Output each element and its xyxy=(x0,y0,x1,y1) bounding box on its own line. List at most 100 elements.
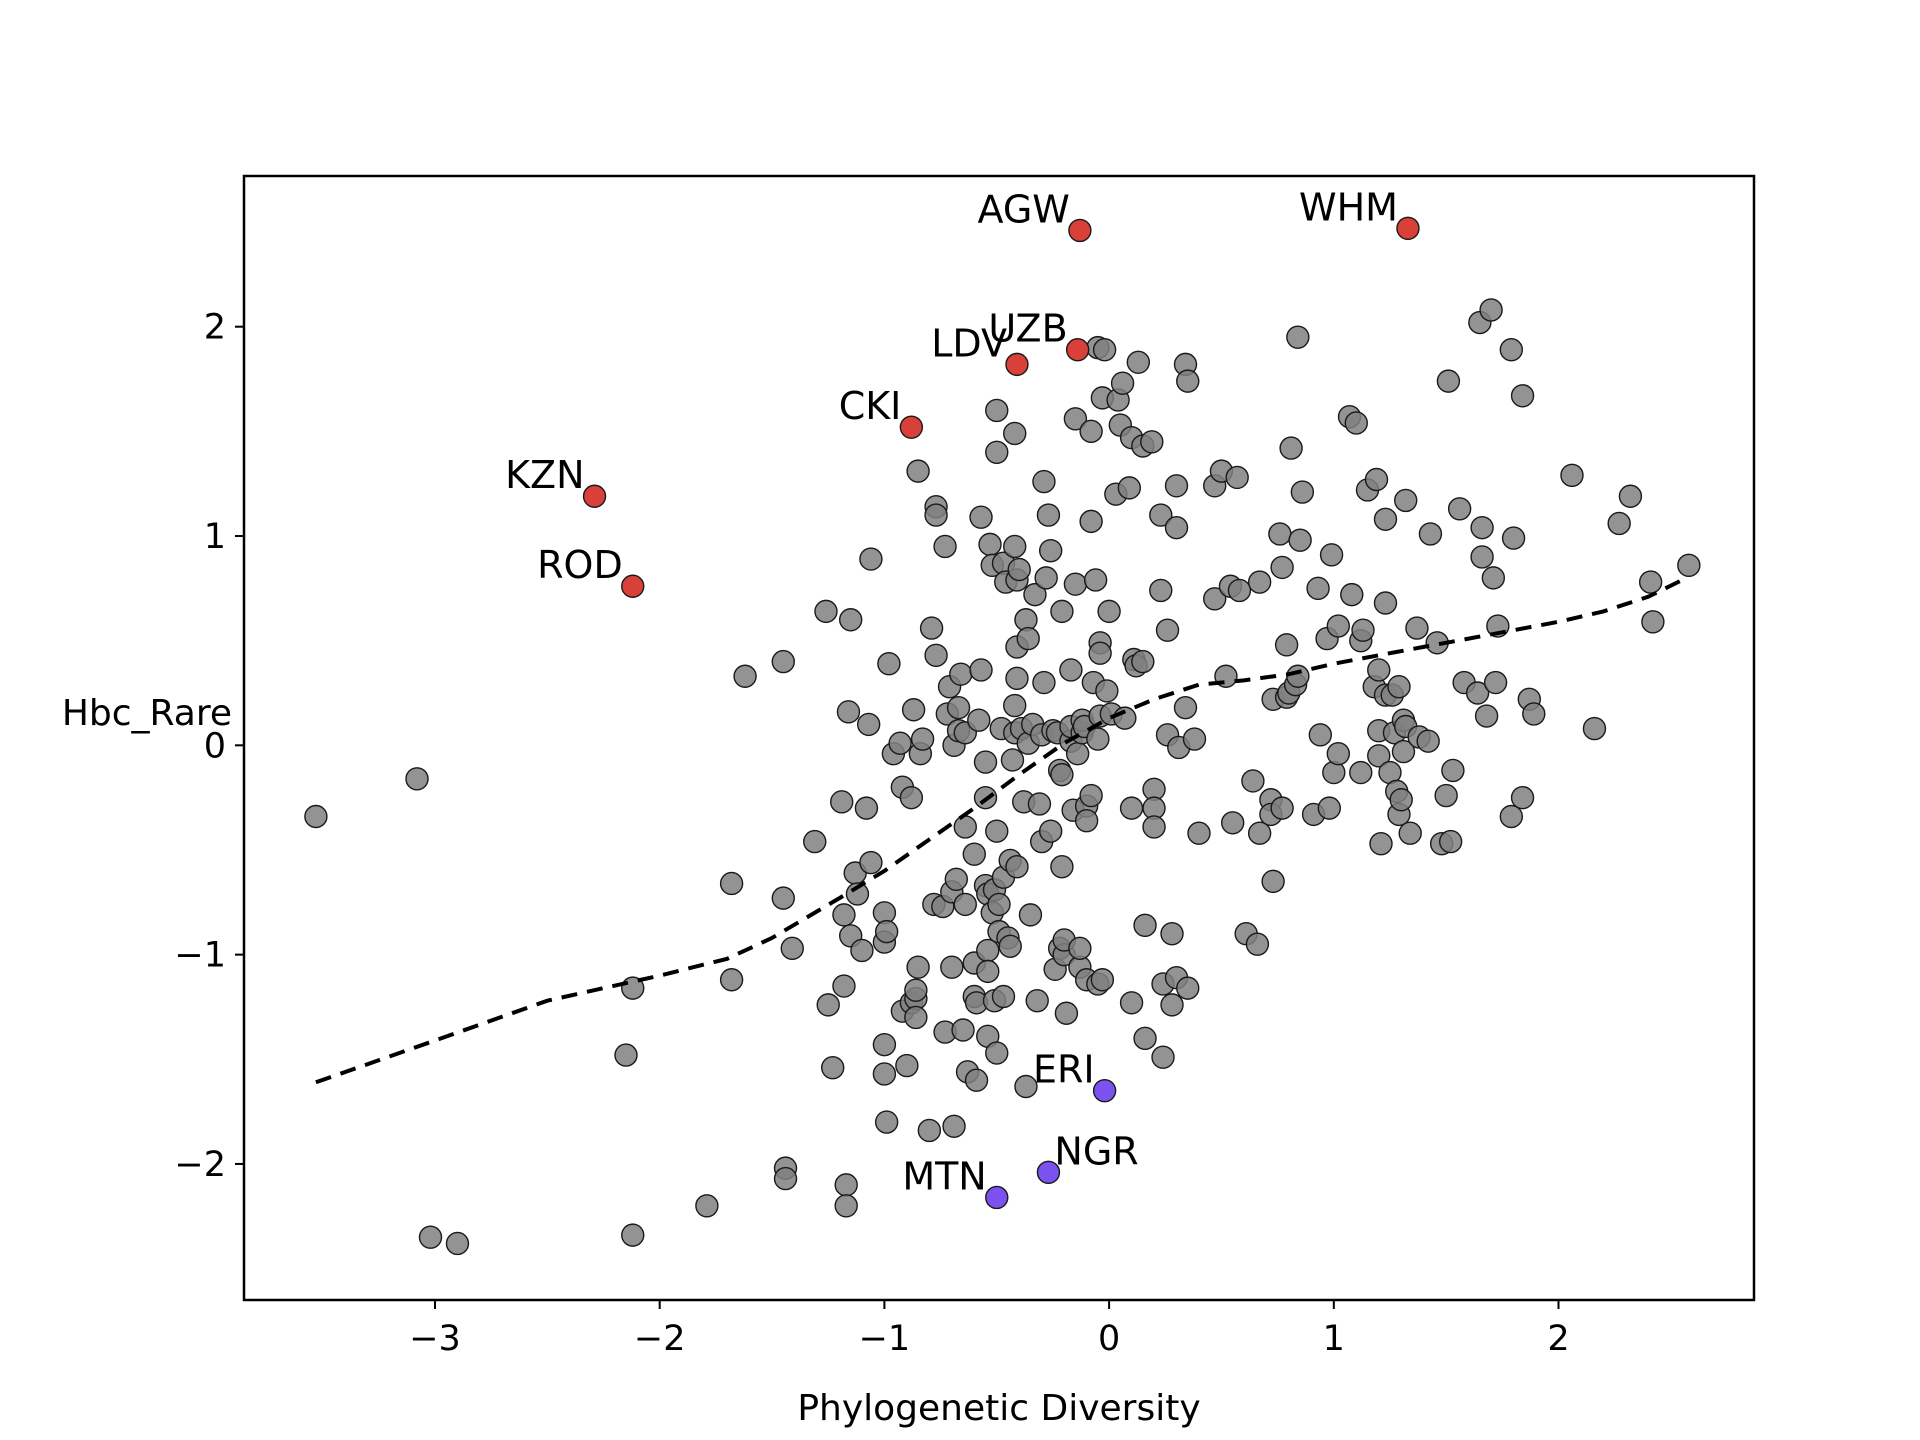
highlighted-point-mtn xyxy=(985,1185,1009,1210)
x-tick-label: 1 xyxy=(1323,1319,1345,1359)
data-point xyxy=(1241,769,1265,793)
data-point xyxy=(1034,566,1058,590)
data-point xyxy=(985,819,1009,843)
data-point xyxy=(985,1041,1009,1065)
data-point xyxy=(1131,649,1155,674)
data-point xyxy=(874,1110,899,1134)
data-point xyxy=(1447,497,1472,521)
y-tick-label: 2 xyxy=(204,308,226,348)
data-point xyxy=(1607,511,1631,536)
data-point xyxy=(874,919,899,944)
data-point xyxy=(1063,572,1088,596)
data-point xyxy=(816,993,840,1017)
data-point xyxy=(1247,570,1272,594)
data-point xyxy=(1149,578,1173,603)
data-point xyxy=(1387,675,1411,699)
data-point xyxy=(1326,741,1351,766)
data-point xyxy=(1160,922,1184,946)
y-axis-title: Hbc_Rare xyxy=(62,693,232,734)
data-point xyxy=(733,664,757,688)
data-point xyxy=(1290,480,1315,504)
data-point xyxy=(1063,407,1088,431)
data-point xyxy=(621,1223,645,1247)
data-point xyxy=(1050,762,1074,787)
data-point xyxy=(1079,509,1103,534)
highlighted-point-rod xyxy=(621,574,645,598)
data-point xyxy=(1418,522,1443,546)
data-point xyxy=(1438,829,1463,854)
data-point xyxy=(1499,804,1524,829)
highlighted-point-whm xyxy=(1396,216,1420,241)
data-point xyxy=(944,867,969,891)
y-tick-label: 0 xyxy=(204,726,226,766)
data-point xyxy=(1369,832,1393,856)
data-point xyxy=(1164,474,1189,498)
data-point xyxy=(1059,658,1083,682)
data-point xyxy=(814,599,838,624)
data-point xyxy=(904,1005,928,1030)
data-point xyxy=(1095,679,1119,703)
data-point xyxy=(1470,545,1494,569)
data-point xyxy=(1479,298,1503,322)
data-point xyxy=(832,974,856,998)
data-point xyxy=(1117,476,1142,500)
point-label-cki: CKI xyxy=(839,384,902,428)
highlighted-point-kzn xyxy=(582,484,607,508)
data-point xyxy=(832,903,856,927)
data-point xyxy=(985,398,1009,423)
data-point xyxy=(985,440,1009,464)
data-point xyxy=(1220,811,1245,835)
data-point xyxy=(850,938,874,963)
data-point xyxy=(1434,783,1458,808)
data-point xyxy=(933,534,957,559)
point-label-uzb: UZB xyxy=(988,307,1067,351)
data-point xyxy=(1050,599,1074,624)
data-point xyxy=(1003,693,1027,718)
data-point xyxy=(834,1173,858,1197)
data-point xyxy=(940,955,964,979)
data-point xyxy=(1268,522,1292,546)
data-point xyxy=(910,727,935,751)
data-point xyxy=(895,1053,919,1078)
data-point xyxy=(906,459,930,483)
data-point xyxy=(1050,855,1074,879)
data-point xyxy=(803,829,827,854)
data-point xyxy=(987,892,1011,917)
point-label-rod: ROD xyxy=(537,543,623,587)
data-point xyxy=(899,785,924,810)
data-point xyxy=(1000,748,1025,772)
data-point xyxy=(1164,515,1189,540)
data-point xyxy=(917,1118,942,1143)
data-point xyxy=(1176,976,1200,1000)
data-point xyxy=(1032,469,1056,494)
data-point xyxy=(1582,716,1607,741)
data-point xyxy=(1470,515,1494,540)
data-point xyxy=(1149,503,1173,527)
data-point xyxy=(1079,419,1103,444)
data-point xyxy=(1351,618,1375,642)
data-point xyxy=(719,871,744,896)
data-point xyxy=(973,750,998,774)
data-point xyxy=(1227,578,1252,603)
point-label-ngr: NGR xyxy=(1054,1129,1138,1173)
data-point xyxy=(1279,436,1303,460)
data-point xyxy=(1054,1001,1079,1025)
data-point xyxy=(1155,618,1180,642)
data-point xyxy=(1110,371,1135,395)
y-tick-label: 1 xyxy=(204,517,226,557)
data-point xyxy=(1005,666,1029,691)
data-point xyxy=(405,767,429,791)
highlighted-point-cki xyxy=(899,415,924,439)
data-point xyxy=(924,643,948,668)
data-point xyxy=(1140,430,1164,454)
data-point xyxy=(1119,991,1144,1015)
data-point xyxy=(780,936,804,961)
data-point xyxy=(953,815,977,839)
data-point xyxy=(904,978,928,1002)
data-point xyxy=(1367,658,1391,682)
data-point xyxy=(1092,338,1117,362)
data-point xyxy=(998,934,1022,958)
data-point xyxy=(1023,582,1047,607)
data-point xyxy=(773,1166,798,1191)
